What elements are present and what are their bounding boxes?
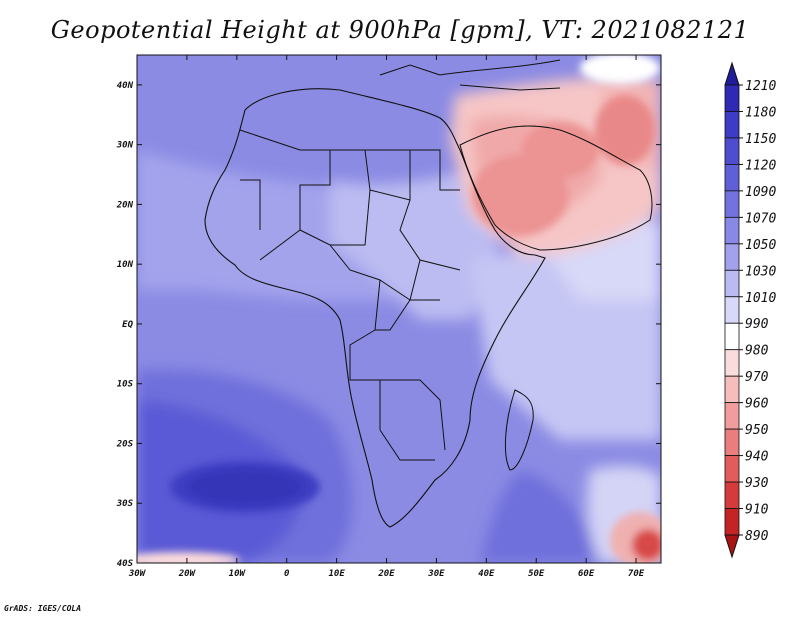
colorbar-swatch: [724, 375, 740, 404]
colorbar-label: 1030: [745, 264, 776, 279]
colorbar-label: 1210: [745, 79, 776, 94]
height-field: [137, 55, 661, 563]
x-tick-label: 20W: [178, 569, 197, 579]
map-title: Geopotential Height at 900hPa [gpm], VT:…: [50, 16, 750, 44]
colorbar-swatch: [724, 164, 740, 192]
x-tick-label: 30W: [128, 569, 147, 579]
y-tick-label: 30N: [116, 141, 134, 151]
colorbar-bottom-arrow: [724, 534, 740, 559]
x-tick-label: 50E: [528, 569, 545, 579]
colorbar: 1210 1180 1150 1120 1090 1070 1050 1030 1010 990 9…: [724, 61, 776, 559]
x-tick-label: 0: [284, 569, 290, 579]
colorbar-label: 1090: [745, 185, 776, 200]
colorbar-label: 980: [745, 344, 769, 359]
colorbar-label: 950: [745, 423, 769, 438]
x-tick-label: 10E: [328, 569, 345, 579]
colorbar-swatch: [724, 243, 740, 271]
colorbar-swatch: [724, 84, 740, 112]
colorbar-label: 970: [745, 370, 769, 385]
colorbar-swatch: [724, 216, 740, 245]
colorbar-swatch: [724, 111, 740, 139]
x-tick-label: 30E: [427, 569, 445, 579]
map-frame: [136, 54, 662, 564]
colorbar-label: 910: [745, 503, 769, 518]
x-tick-label: 20E: [377, 569, 395, 579]
y-tick-label: EQ: [122, 320, 133, 330]
y-tick-label: 40S: [117, 559, 134, 569]
colorbar-label: 1150: [745, 132, 776, 147]
coastlines: [204, 59, 653, 528]
colorbar-swatch: [724, 428, 740, 456]
colorbar-label: 990: [745, 317, 769, 332]
colorbar-swatch: [724, 190, 740, 218]
x-tick-label: 40E: [478, 569, 495, 579]
y-tick-label: 30S: [116, 499, 134, 509]
y-tick-label: 20S: [116, 439, 134, 449]
colorbar-swatch: [724, 322, 740, 351]
y-tick-label: 40N: [117, 81, 134, 91]
colorbar-label: 890: [745, 529, 769, 544]
colorbar-label: 930: [745, 476, 769, 491]
colorbar-label: 1120: [745, 158, 776, 173]
colorbar-top-arrow: [724, 61, 740, 86]
colorbar-label: 960: [745, 397, 769, 412]
colorbar-swatch: [724, 402, 740, 430]
grads-credit: GrADS: IGES/COLA: [4, 604, 82, 613]
x-tick-label: 60E: [578, 569, 595, 579]
y-tick-label: 10N: [117, 260, 134, 270]
longitude-axis: 30W 20W 10W 0 10E 20E 30E 40E 50E 60E 70E: [128, 55, 645, 579]
colorbar-swatch: [724, 269, 740, 298]
colorbar-swatch: [724, 349, 740, 377]
colorbar-label: 1050: [745, 238, 776, 253]
colorbar-label: 1070: [745, 211, 776, 226]
colorbar-swatch: [724, 455, 740, 483]
colorbar-label: 940: [745, 450, 769, 465]
colorbar-label: 1180: [745, 105, 776, 120]
x-tick-label: 10W: [229, 569, 247, 579]
colorbar-swatch: [724, 137, 740, 165]
y-tick-label: 10S: [117, 380, 134, 390]
x-tick-label: 70E: [628, 569, 645, 579]
latitude-axis: 40N 30N 20N 10N EQ 10S 20S 30S 40S: [116, 81, 661, 569]
colorbar-label: 1010: [745, 291, 776, 306]
colorbar-swatch: [724, 481, 740, 509]
colorbar-swatch: [724, 296, 740, 324]
y-tick-label: 20N: [116, 200, 134, 210]
colorbar-swatch: [724, 508, 740, 536]
